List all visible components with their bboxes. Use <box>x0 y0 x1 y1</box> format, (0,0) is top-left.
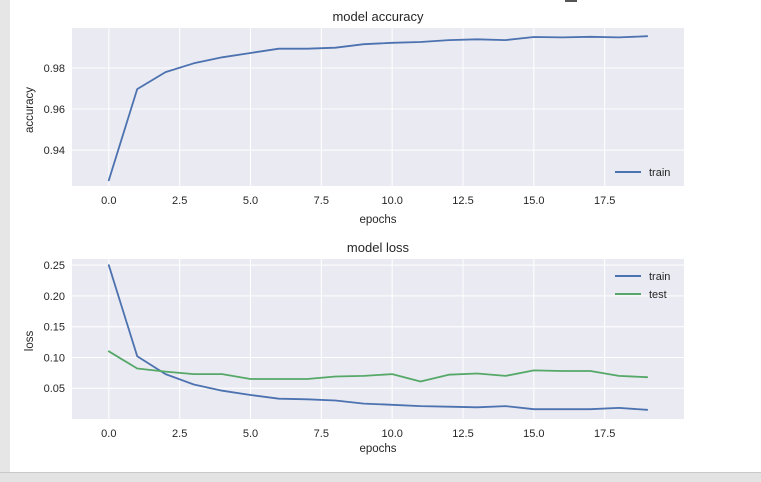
accuracy-legend: train <box>615 167 670 179</box>
x-tick-label: 17.5 <box>594 195 615 207</box>
loss-plot-area <box>72 259 684 419</box>
x-tick-label: 0.0 <box>101 428 116 440</box>
x-tick-label: 7.5 <box>314 428 329 440</box>
loss-ylabel: loss <box>24 331 36 352</box>
accuracy-ylabel: accuracy <box>24 87 36 133</box>
accuracy-grid <box>72 28 684 186</box>
legend-label-train: train <box>649 271 670 283</box>
x-tick-label: 0.0 <box>101 195 116 207</box>
legend-label-train: train <box>649 167 670 179</box>
y-tick-label: 0.05 <box>44 383 65 395</box>
y-tick-label: 0.15 <box>44 322 65 334</box>
loss-series <box>107 264 649 411</box>
x-tick-label: 15.0 <box>523 428 544 440</box>
x-tick-label: 10.0 <box>381 195 402 207</box>
x-tick-label: 5.0 <box>243 195 258 207</box>
legend-label-test: test <box>649 289 667 301</box>
y-tick-label: 0.20 <box>44 291 65 303</box>
accuracy-xlabel: epochs <box>359 214 396 226</box>
accuracy-chart: 0.0 2.5 5.0 7.5 10.0 12.5 15.0 17.5 0.940.960.9… <box>24 9 684 226</box>
clipped-top-fragment <box>565 0 577 2</box>
x-tick-label: 2.5 <box>172 428 187 440</box>
x-tick-label: 2.5 <box>172 195 187 207</box>
accuracy-title: model accuracy <box>332 9 424 24</box>
series-line-test <box>107 350 649 383</box>
loss-legend: train test <box>615 271 670 301</box>
y-tick-label: 0.25 <box>44 260 65 272</box>
y-tick-label: 0.96 <box>44 104 65 116</box>
left-gutter <box>0 0 10 472</box>
x-tick-label: 12.5 <box>452 428 473 440</box>
scrollbar-track[interactable] <box>0 472 761 482</box>
series-line-train <box>107 264 649 411</box>
loss-grid <box>72 259 684 419</box>
loss-y-ticks: 0.05 0.10 0.15 0.20 0.25 <box>44 260 65 395</box>
x-tick-label: 10.0 <box>381 428 402 440</box>
y-tick-label: 0.10 <box>44 352 65 364</box>
accuracy-x-ticks: 0.0 2.5 5.0 7.5 10.0 12.5 15.0 17.5 <box>101 195 615 207</box>
series-line-train <box>107 35 649 182</box>
x-tick-label: 7.5 <box>314 195 329 207</box>
loss-chart: 0.0 2.5 5.0 7.5 10.0 12.5 15.0 17.5 0.05 0.10 0.1… <box>24 240 684 455</box>
x-tick-label: 5.0 <box>243 428 258 440</box>
x-tick-label: 15.0 <box>523 195 544 207</box>
accuracy-series <box>107 35 649 182</box>
y-tick-label: 0.94 <box>44 145 65 157</box>
loss-xlabel: epochs <box>359 443 396 455</box>
figure: 0.0 2.5 5.0 7.5 10.0 12.5 15.0 17.5 0.940.960.9… <box>24 9 684 455</box>
loss-title: model loss <box>347 240 410 255</box>
accuracy-plot-area <box>72 28 684 186</box>
accuracy-y-ticks: 0.94 0.96 0.98 <box>44 63 65 157</box>
y-tick-label: 0.98 <box>44 63 65 75</box>
loss-x-ticks: 0.0 2.5 5.0 7.5 10.0 12.5 15.0 17.5 <box>101 428 615 440</box>
x-tick-label: 17.5 <box>594 428 615 440</box>
x-tick-label: 12.5 <box>452 195 473 207</box>
